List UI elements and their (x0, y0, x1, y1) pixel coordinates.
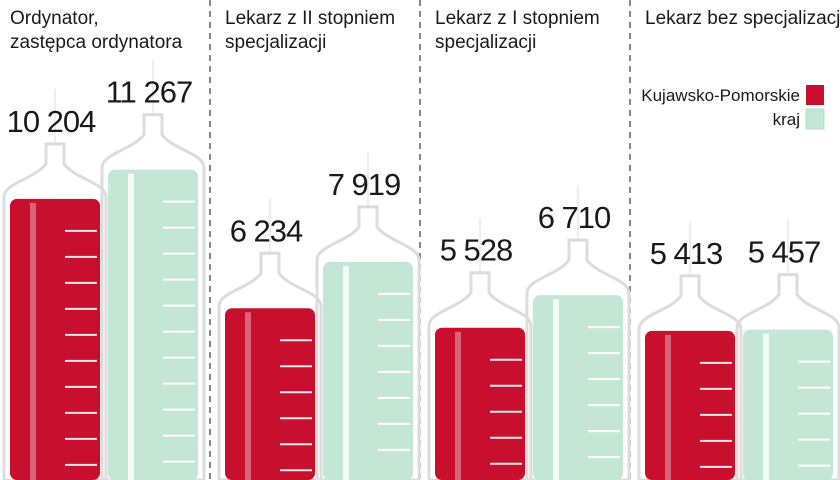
value-label: 5 457 (748, 235, 821, 270)
syringe-outline (637, 274, 743, 480)
legend-swatch (806, 85, 824, 105)
syringe-body (10, 198, 100, 480)
legend-swatch (805, 108, 825, 130)
syringe-bar (427, 217, 533, 480)
syringe-highlight (553, 299, 559, 480)
syringe-body (645, 330, 735, 480)
syringe-outline (525, 238, 631, 480)
category-title-line: Ordynator, (10, 8, 99, 29)
category-title: Lekarz bez specjalizacji (645, 8, 840, 29)
syringe-highlight (343, 265, 349, 480)
syringe-outline (100, 113, 206, 480)
syringe-bar (735, 219, 840, 480)
syringe-body (225, 308, 315, 480)
syringe-highlight (245, 312, 251, 480)
value-label: 7 919 (328, 167, 401, 202)
value-label: 6 234 (230, 213, 303, 248)
syringe-highlight (665, 334, 671, 480)
category-titles: Ordynator, zastępca ordynatora Lekarz z II… (10, 8, 840, 53)
syringe-body (743, 329, 833, 480)
category-title-line: specjalizacji (435, 32, 536, 53)
category-title: Lekarz z I stopniem specjalizacji (435, 8, 600, 53)
category-title: Ordynator, zastępca ordynatora (10, 8, 183, 53)
legend-label: kraj (773, 110, 800, 129)
syringe-bar (525, 185, 631, 480)
syringe-bar (100, 59, 206, 480)
value-label: 5 413 (650, 236, 723, 271)
category-title-line: Lekarz bez specjalizacji (645, 8, 840, 29)
syringe-body (108, 169, 198, 480)
value-label: 10 204 (7, 104, 97, 139)
category-title-line: specjalizacji (225, 32, 326, 53)
syringe-bar (637, 220, 743, 480)
legend-label: Kujawsko-Pomorskie (641, 86, 800, 105)
syringe-body (533, 295, 623, 480)
syringe-bar (315, 151, 421, 480)
syringe-outline (427, 271, 533, 480)
category-title-line: Lekarz z II stopniem (225, 8, 395, 29)
syringe-highlight (128, 173, 134, 480)
category-title: Lekarz z II stopniem specjalizacji (225, 8, 395, 53)
value-label: 6 710 (538, 200, 611, 235)
value-label: 5 528 (440, 233, 513, 268)
syringe-outline (735, 273, 840, 480)
syringe-outline (2, 142, 108, 480)
syringe-bar (2, 88, 108, 480)
syringe-highlight (763, 333, 769, 480)
category-title-line: Lekarz z I stopniem (435, 8, 600, 29)
value-labels: 10 204 6 234 5 528 5 413 11 267 7 919 6 710 5 4… (7, 75, 822, 271)
category-title-line: zastępca ordynatora (10, 32, 183, 53)
syringe-highlight (455, 331, 461, 480)
syringe-outline (315, 205, 421, 480)
bars-layer (2, 59, 840, 480)
value-label: 11 267 (106, 75, 193, 110)
syringe-highlight (30, 202, 36, 480)
syringe-bar (217, 198, 323, 480)
syringe-outline (217, 251, 323, 480)
syringe-body (435, 327, 525, 480)
legend: Kujawsko-Pomorskie kraj (641, 85, 825, 130)
